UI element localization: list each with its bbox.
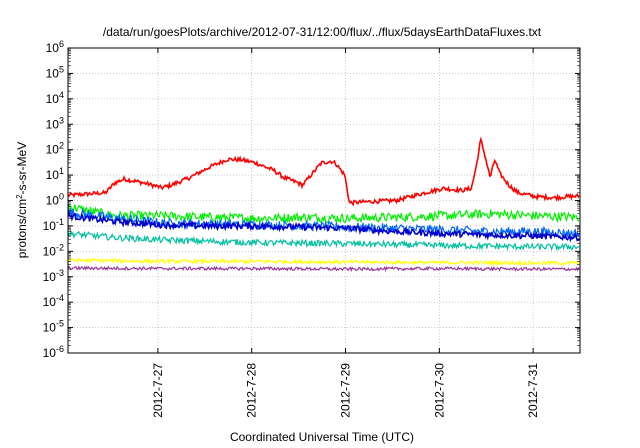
y-axis-label: protons/cm2-s-sr-MeV xyxy=(15,142,30,258)
x-tick-label: 2012-7-28 xyxy=(245,363,259,418)
series-line-3 xyxy=(67,208,580,239)
series-line-4 xyxy=(67,211,580,243)
y-axis-label-sup: 2 xyxy=(15,194,24,199)
y-tick-label: 104 xyxy=(46,90,64,106)
series-layer xyxy=(67,136,580,273)
y-axis: 10-6 10-5 10-4 10-3 10-2 10-1 100 101 102 103 104 1… xyxy=(43,39,580,360)
y-tick-label: 103 xyxy=(46,115,64,131)
y-tick-label: 10-4 xyxy=(43,293,64,309)
y-tick-label: 10-3 xyxy=(43,268,64,284)
series-line-7 xyxy=(67,265,580,273)
x-tick-label: 2012-7-27 xyxy=(151,363,165,418)
y-tick-label: 105 xyxy=(46,64,64,80)
series-line-1 xyxy=(67,136,580,207)
x-axis-label: Coordinated Universal Time (UTC) xyxy=(230,430,414,444)
x-tick-label: 2012-7-30 xyxy=(432,363,446,418)
y-tick-label: 100 xyxy=(46,192,64,208)
y-tick-label: 10-2 xyxy=(43,242,64,258)
series-line-2 xyxy=(67,203,580,225)
x-tick-label: 2012-7-29 xyxy=(339,363,353,418)
series-line-5 xyxy=(67,228,580,252)
x-tick-label: 2012-7-31 xyxy=(526,363,540,418)
y-tick-label: 106 xyxy=(46,39,64,55)
y-axis-label-part1: protons/cm xyxy=(15,199,29,258)
y-axis-label-part2: -s-sr-MeV xyxy=(15,142,29,195)
chart-title: /data/run/goesPlots/archive/2012-07-31/1… xyxy=(103,25,542,39)
y-tick-label: 10-1 xyxy=(43,217,64,233)
series-line-6 xyxy=(67,257,580,267)
y-tick-label: 10-6 xyxy=(43,344,64,360)
y-tick-label: 10-5 xyxy=(43,319,64,335)
x-axis: 2012-7-27 2012-7-28 2012-7-29 2012-7-30 2012… xyxy=(151,48,540,418)
y-tick-label: 101 xyxy=(46,166,64,182)
grid xyxy=(68,48,580,353)
y-tick-label: 102 xyxy=(46,141,64,157)
